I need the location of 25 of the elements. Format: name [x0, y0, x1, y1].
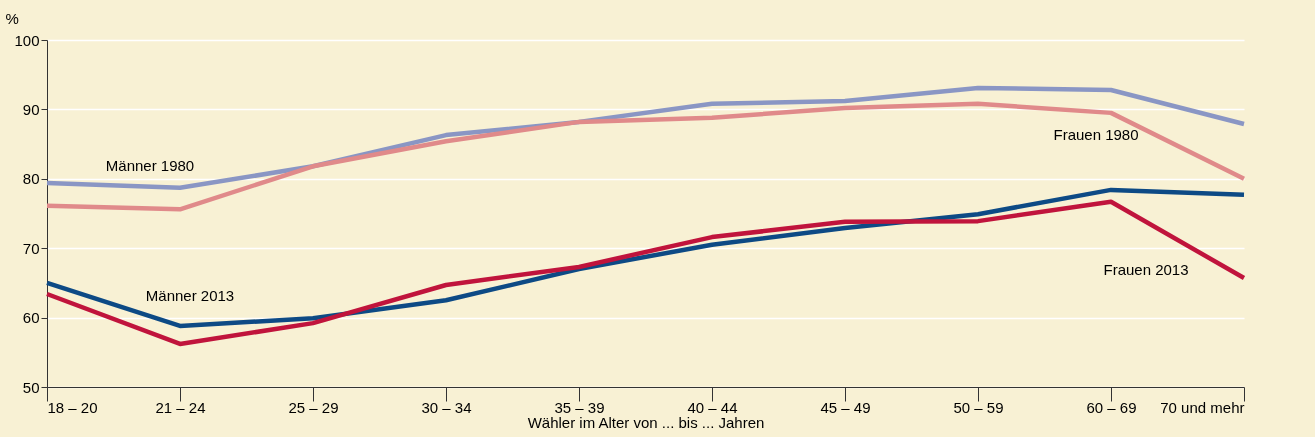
x-tick-label: 50 – 59: [953, 398, 1004, 416]
y-tick-label: 100: [14, 31, 40, 49]
x-tick-label: 30 – 34: [421, 398, 472, 416]
x-tick-label: 70 und mehr: [1160, 398, 1245, 416]
x-tick-label: 35 – 39: [554, 398, 605, 416]
x-tick-label: 25 – 29: [288, 398, 339, 416]
x-tick-label: 60 – 69: [1086, 398, 1137, 416]
line-series: [44, 199, 1247, 347]
y-tick-label: 70: [22, 239, 40, 257]
series-label: Frauen 1980: [1053, 125, 1139, 143]
x-tick-label: 21 – 24: [155, 398, 206, 416]
series-label: Männer 2013: [145, 286, 235, 304]
series-label: Männer 1980: [105, 156, 195, 174]
x-axis-title: Wähler im Alter von ... bis ... Jahren: [527, 413, 765, 431]
x-tick-label: 45 – 49: [820, 398, 871, 416]
y-tick-label: 60: [22, 309, 40, 327]
x-tick-label: 40 – 44: [687, 398, 738, 416]
y-tick-label: 90: [22, 100, 40, 118]
y-tick-label: 80: [22, 170, 40, 188]
line-series: [44, 101, 1247, 212]
series-label: Frauen 2013: [1103, 260, 1189, 278]
x-tick-label: 18 – 20: [47, 398, 98, 416]
y-axis-title: %: [5, 9, 19, 27]
y-tick-label: 50: [22, 378, 40, 396]
line-series: [44, 187, 1247, 329]
